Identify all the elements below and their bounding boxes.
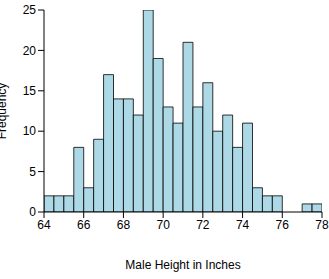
svg-text:0: 0 [29,205,36,219]
svg-text:64: 64 [37,218,51,232]
svg-text:5: 5 [29,165,36,179]
svg-text:Male Height in Inches: Male Height in Inches [125,258,240,272]
svg-text:Frequency: Frequency [8,83,9,140]
svg-text:20: 20 [23,44,37,58]
svg-text:72: 72 [196,218,210,232]
svg-text:15: 15 [23,84,37,98]
svg-text:74: 74 [236,218,250,232]
svg-text:70: 70 [156,218,170,232]
svg-text:25: 25 [23,3,37,17]
svg-text:76: 76 [276,218,290,232]
svg-text:68: 68 [117,218,131,232]
svg-text:78: 78 [315,218,321,232]
svg-text:66: 66 [77,218,91,232]
svg-text:10: 10 [23,124,37,138]
